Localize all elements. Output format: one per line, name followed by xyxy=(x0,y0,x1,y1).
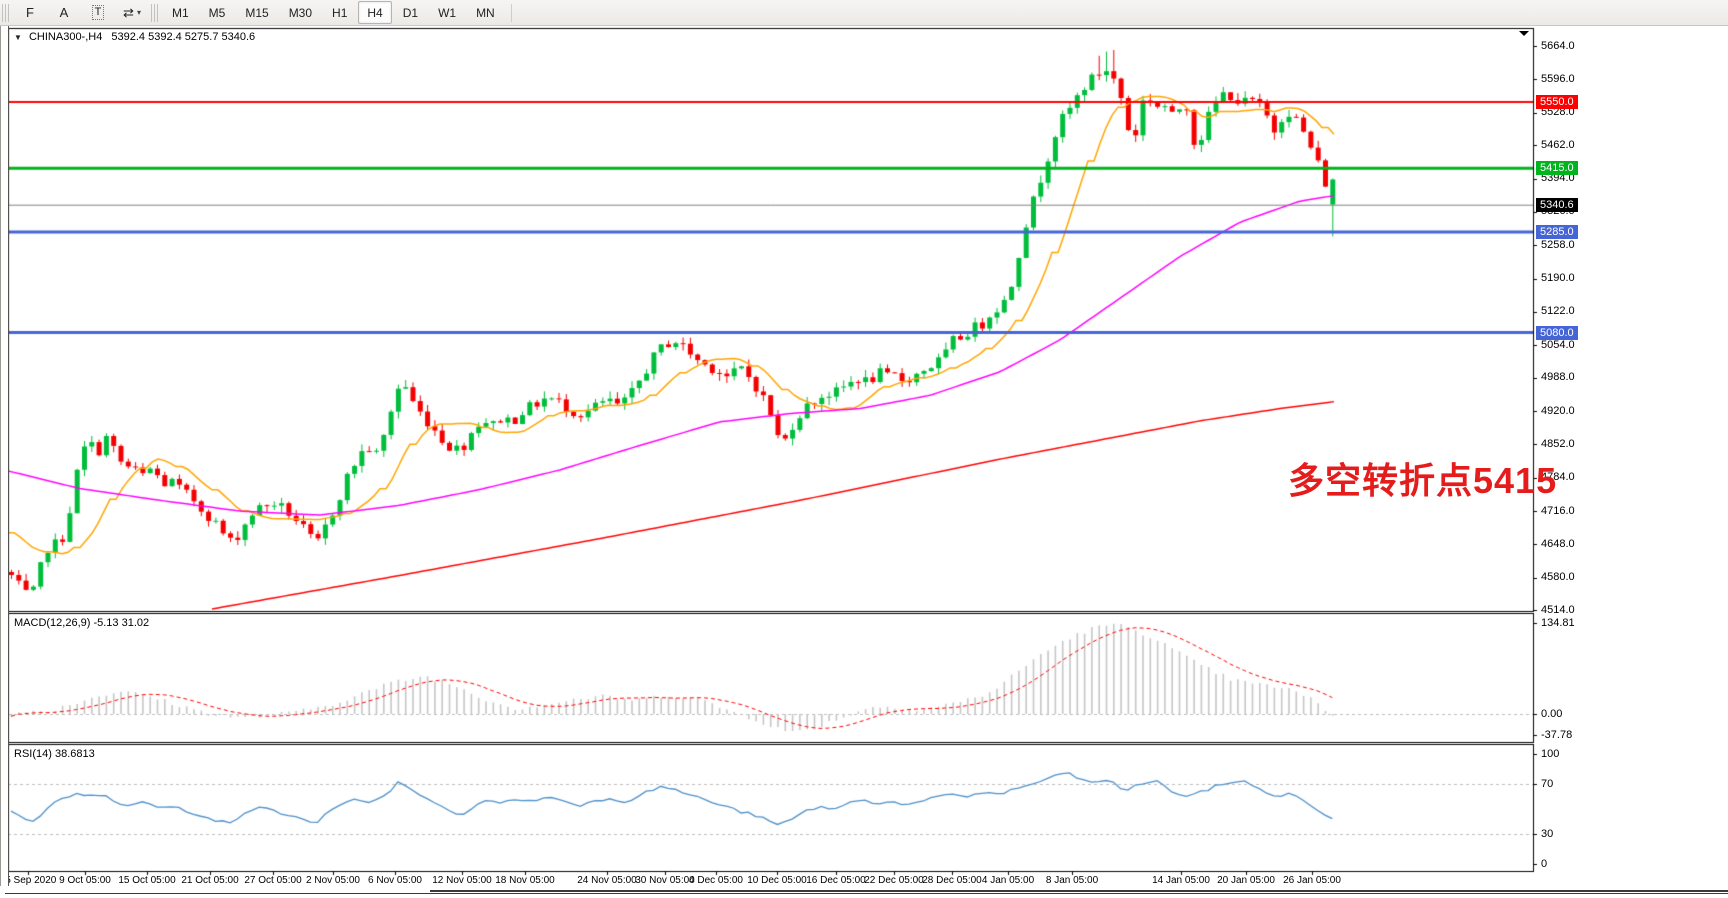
time-axis-label: 20 Jan 05:00 xyxy=(1217,875,1275,886)
time-axis-label: 18 Nov 05:00 xyxy=(495,875,555,886)
price-badge-5340.6: 5340.6 xyxy=(1536,197,1578,212)
time-axis-label: 22 Dec 05:00 xyxy=(864,875,924,886)
timeframe-button-h4[interactable]: H4 xyxy=(358,1,392,24)
price-badge-5285.0: 5285.0 xyxy=(1536,224,1578,239)
chart-window-left-edge xyxy=(0,26,9,886)
price-badge-5080.0: 5080.0 xyxy=(1536,325,1578,340)
time-axis-label: 14 Jan 05:00 xyxy=(1152,875,1210,886)
price-axis-label: 5258.0 xyxy=(1541,238,1575,251)
rsi-indicator-label: RSI(14) 38.6813 xyxy=(14,748,95,760)
time-axis-label: 21 Oct 05:00 xyxy=(181,875,239,886)
symbol-timeframe-label: CHINA300-,H4 xyxy=(28,31,103,43)
macd-axis-label: -37.78 xyxy=(1541,729,1573,741)
timeframe-button-m5[interactable]: M5 xyxy=(208,5,226,20)
rsi-axis-label: 30 xyxy=(1541,827,1554,840)
timeframe-button-d1[interactable]: D1 xyxy=(402,5,419,20)
price-badge-5415.0: 5415.0 xyxy=(1536,161,1578,176)
time-axis-label: 27 Oct 05:00 xyxy=(244,875,302,886)
price-axis-label: 5054.0 xyxy=(1541,338,1575,351)
cycle-arrows-icon[interactable]: ⇄ ▾ xyxy=(123,4,141,20)
dropdown-caret-icon: ▾ xyxy=(136,8,141,17)
text-tool-icon[interactable]: T xyxy=(83,1,113,24)
price-axis-label: 4716.0 xyxy=(1541,504,1575,517)
lower-window-top-edge xyxy=(430,890,1728,892)
price-axis-label: 4648.0 xyxy=(1541,537,1575,550)
lower-window-border xyxy=(5,893,1728,894)
time-axis-label: 10 Dec 05:00 xyxy=(747,875,807,886)
timeframe-button-m1[interactable]: M1 xyxy=(172,5,189,20)
price-axis-label: 5596.0 xyxy=(1541,72,1575,85)
time-axis-label: 15 Oct 05:00 xyxy=(118,875,176,886)
price-axis-label: 4852.0 xyxy=(1541,437,1575,450)
drawing-tools-group: F A T ⇄ ▾ xyxy=(13,0,149,25)
letter-a-cursor-icon[interactable]: A xyxy=(59,5,69,20)
ohlc-values: 5392.4 5392.4 5275.7 5340.6 xyxy=(111,31,256,43)
rsi-axis-label: 70 xyxy=(1541,777,1554,790)
price-badge-5550.0: 5550.0 xyxy=(1536,94,1578,109)
grid-f-icon[interactable]: F xyxy=(26,5,34,20)
time-axis-label: 4 Dec 05:00 xyxy=(689,875,743,886)
timeframe-button-mn[interactable]: MN xyxy=(476,5,495,20)
macd-indicator-label: MACD(12,26,9) -5.13 31.02 xyxy=(14,617,150,629)
time-axis-label: 9 Oct 05:00 xyxy=(59,875,111,886)
time-axis-label: 8 Jan 05:00 xyxy=(1045,875,1099,886)
time-axis-label: 24 Nov 05:00 xyxy=(577,875,637,886)
time-axis-label: 12 Nov 05:00 xyxy=(432,875,492,886)
time-axis-label: 28 Dec 05:00 xyxy=(922,875,982,886)
price-axis-label: 5122.0 xyxy=(1541,305,1575,318)
price-axis-label: 5462.0 xyxy=(1541,138,1575,151)
price-axis-label: 5664.0 xyxy=(1541,39,1575,52)
time-axis-label: 26 Jan 05:00 xyxy=(1283,875,1341,886)
timeframe-toolbar-drag-handle[interactable] xyxy=(151,3,158,22)
price-axis-label: 4920.0 xyxy=(1541,404,1575,417)
price-axis-label: 5528.0 xyxy=(1541,106,1575,119)
price-axis-label: 4514.0 xyxy=(1541,603,1575,616)
chart-title: ▼ CHINA300-,H4 5392.4 5392.4 5275.7 5340… xyxy=(14,31,255,43)
rsi-axis-label: 100 xyxy=(1541,748,1560,760)
time-axis-label: 16 Dec 05:00 xyxy=(806,875,866,886)
toolbar: F A T ⇄ ▾ M1 M5 M15 M30 H1 H4 D1 W1 MN xyxy=(0,0,1728,26)
timeframe-button-m30[interactable]: M30 xyxy=(288,5,313,20)
rsi-axis-label: 0 xyxy=(1541,858,1548,870)
time-axis-label: 2 Nov 05:00 xyxy=(306,875,360,886)
macd-axis-label: 134.81 xyxy=(1541,617,1575,629)
chart-shift-marker[interactable] xyxy=(1519,31,1529,36)
time-axis-label: 30 Nov 05:00 xyxy=(635,875,695,886)
price-axis-label: 5190.0 xyxy=(1541,272,1575,285)
time-axis-label: 6 Nov 05:00 xyxy=(368,875,422,886)
price-axis-label: 4580.0 xyxy=(1541,571,1575,584)
time-axis-label: 4 Jan 05:00 xyxy=(981,875,1035,886)
chart-text-annotation: 多空转折点5415 xyxy=(1288,460,1558,501)
symbol-dropdown-icon[interactable]: ▼ xyxy=(14,33,22,42)
timeframe-button-h1[interactable]: H1 xyxy=(332,5,348,20)
timeframe-button-w1[interactable]: W1 xyxy=(438,5,457,20)
toolbar-drag-handle[interactable] xyxy=(2,3,9,22)
price-axis-label: 4988.0 xyxy=(1541,371,1575,384)
price-axis-label: 4784.0 xyxy=(1541,471,1575,484)
toolbar-separator xyxy=(510,3,512,22)
time-axis-label: 25 Sep 2020 xyxy=(0,875,57,886)
macd-axis-label: 0.00 xyxy=(1541,707,1563,720)
timeframe-buttons-group: M1 M5 M15 M30 H1 H4 D1 W1 MN xyxy=(162,0,505,25)
timeframe-button-m15[interactable]: M15 xyxy=(245,5,269,20)
